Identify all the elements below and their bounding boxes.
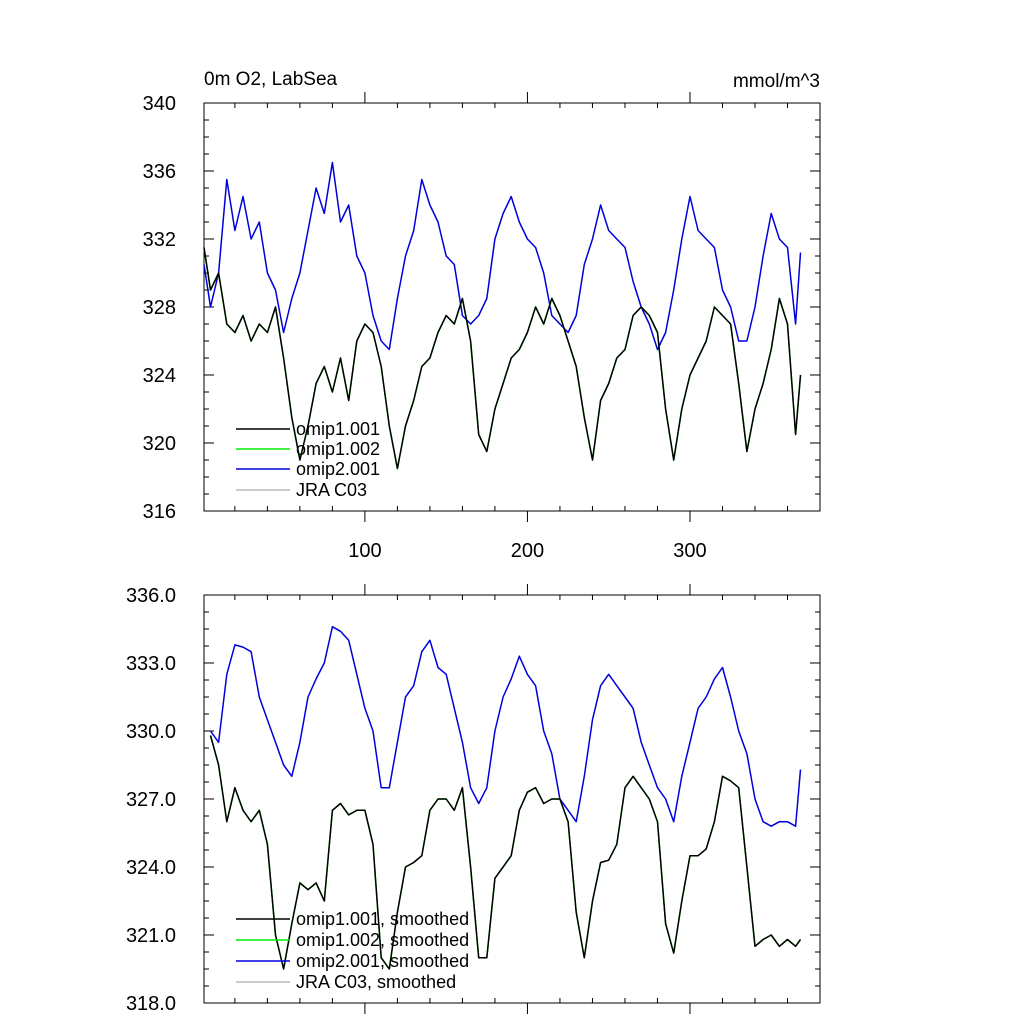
x-tick-label: 100 (348, 540, 381, 562)
y-tick-label: 330.0 (126, 721, 176, 743)
y-tick-label: 316 (143, 501, 176, 523)
top-panel: 0m O2, LabSea mmol/m^3 316 320 324 328 332 33… (143, 69, 821, 562)
series-line-omip1-001 (203, 247, 802, 470)
legend-label: omip1.002 (296, 439, 380, 459)
series-group (203, 161, 802, 470)
y-tick-label: 324 (143, 365, 176, 387)
y-tick-label: 318.0 (126, 993, 176, 1015)
legend: omip1.001 omip1.002 omip2.001 JRA C03 (236, 419, 380, 500)
x-tick-label: 300 (673, 540, 706, 562)
y-tick-labels: 318.0 321.0 324.0 327.0 330.0 333.0 336.0 (126, 585, 176, 1015)
series-line-omip2-001 (203, 161, 802, 351)
legend-label: omip1.001, smoothed (296, 909, 469, 929)
y-tick-label: 327.0 (126, 789, 176, 811)
legend-label: JRA C03 (296, 480, 367, 500)
y-tick-label: 320 (143, 433, 176, 455)
legend-label: omip1.001 (296, 419, 380, 439)
x-tick-labels: 100 200 300 (348, 540, 706, 562)
y-tick-label: 336.0 (126, 585, 176, 607)
legend-label: omip2.001, smoothed (296, 951, 469, 971)
series-line-omip1-002 (203, 247, 802, 470)
units-label: mmol/m^3 (733, 71, 820, 92)
y-tick-label: 328 (143, 297, 176, 319)
y-tick-label: 332 (143, 229, 176, 251)
y-tick-label: 321.0 (126, 925, 176, 947)
series-line-omip2-001-smoothed (209, 625, 802, 827)
x-tick-label: 200 (511, 540, 544, 562)
series-line-omip1-001-smoothed (209, 735, 802, 970)
legend-label: omip2.001 (296, 459, 380, 479)
tick-marks (204, 92, 820, 522)
legend-label: JRA C03, smoothed (296, 972, 456, 992)
panel-title: 0m O2, LabSea (204, 69, 338, 90)
y-tick-labels: 316 320 324 328 332 336 340 (143, 93, 176, 523)
bottom-panel: 318.0 321.0 324.0 327.0 330.0 333.0 336.0 omip… (126, 584, 821, 1015)
tick-marks (204, 584, 820, 1014)
legend: omip1.001, smoothed omip1.002, smoothed … (236, 909, 469, 992)
y-tick-label: 340 (143, 93, 176, 115)
y-tick-label: 333.0 (126, 653, 176, 675)
y-tick-label: 324.0 (126, 857, 176, 879)
y-tick-label: 336 (143, 161, 176, 183)
legend-label: omip1.002, smoothed (296, 930, 469, 950)
series-group (209, 625, 802, 970)
